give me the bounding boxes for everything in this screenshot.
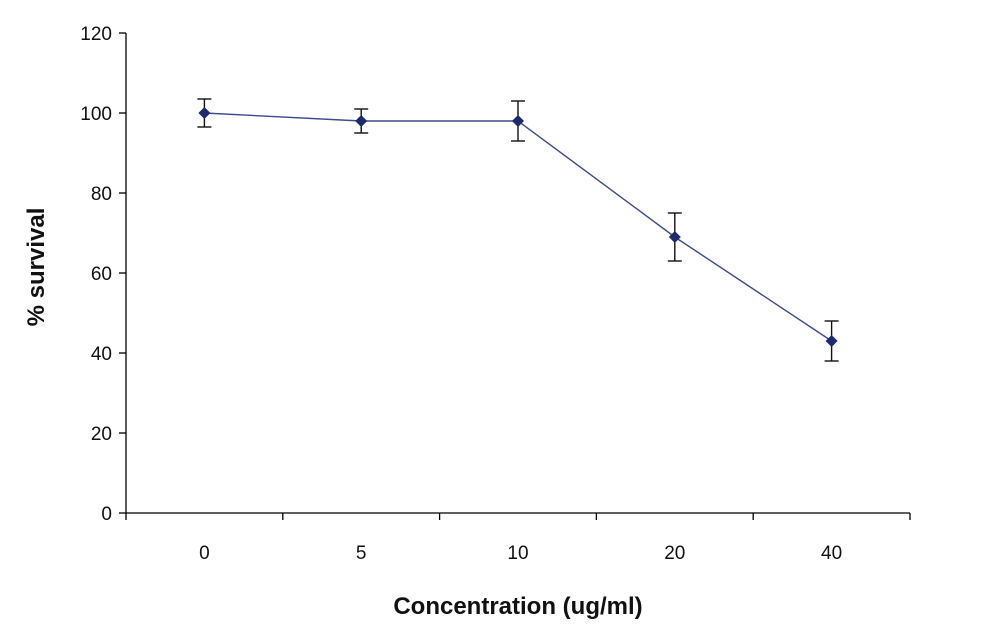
data-point-marker (668, 231, 681, 243)
x-axis: 0 5 10 20 40 (125, 512, 911, 564)
x-tick-label: 0 (199, 543, 210, 564)
data-point-marker (355, 115, 368, 127)
y-tick-label: 80 (91, 184, 112, 205)
x-axis-title: Concentration (ug/ml) (393, 593, 642, 620)
x-tick-label: 20 (664, 543, 685, 564)
y-tick-label: 100 (80, 104, 112, 125)
data-point-marker (198, 107, 211, 119)
y-tick-label: 0 (101, 504, 112, 525)
y-tick-label: 40 (91, 344, 112, 365)
y-tick-label: 120 (80, 24, 112, 45)
data-point-marker (512, 115, 524, 127)
y-tick-label: 20 (91, 424, 112, 445)
series-layer (197, 98, 839, 362)
data-point-marker (825, 335, 838, 347)
y-axis-title: % survival (23, 208, 50, 327)
x-tick-label: 5 (356, 543, 367, 564)
x-tick-label: 40 (821, 543, 842, 564)
y-tick-label: 60 (91, 264, 112, 285)
y-axis: 0 20 40 60 80 100 120 (80, 24, 127, 525)
x-tick-label: 10 (507, 543, 528, 564)
